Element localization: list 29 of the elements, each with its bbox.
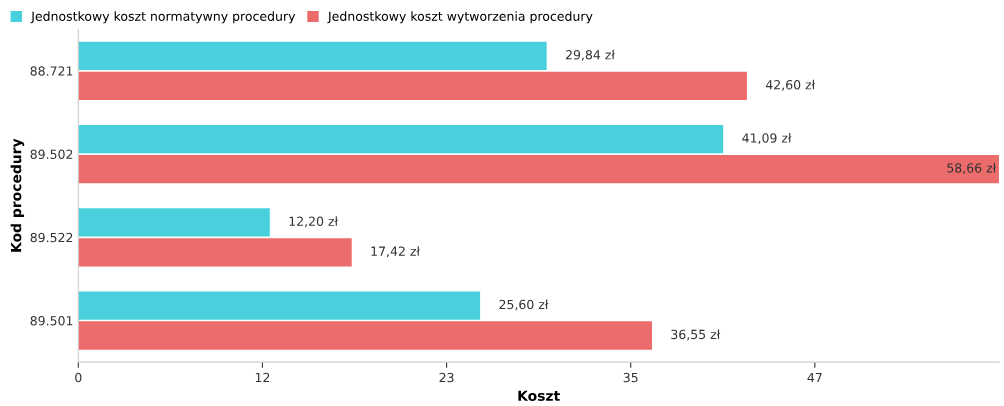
y-tick-label: 89.522	[30, 232, 73, 243]
legend-label: Jednostkowy koszt normatywny procedury	[30, 11, 296, 24]
x-tick-label: 47	[807, 372, 822, 383]
y-tick-label: 89.502	[30, 149, 73, 159]
x-tick-label: 23	[439, 372, 454, 383]
data-label: 12,20 zł	[289, 216, 339, 228]
data-label: 17,42 zł	[371, 246, 421, 258]
bar	[78, 321, 652, 350]
bar	[78, 154, 999, 184]
bar	[78, 71, 747, 100]
x-tick-label: 35	[623, 372, 638, 383]
x-tick-label: 12	[255, 372, 270, 383]
data-label: 41,09 zł	[742, 133, 792, 144]
x-axis-title: Koszt	[518, 390, 560, 401]
bar	[78, 238, 352, 267]
y-tick-label: 89.501	[30, 316, 73, 326]
data-label: 36,55 zł	[671, 329, 721, 341]
data-label: 29,84 zł	[565, 49, 615, 61]
bar	[78, 208, 270, 237]
bar	[78, 41, 547, 71]
data-label: 42,60 zł	[765, 79, 816, 91]
legend-label: Jednostkowy koszt wytworzenia procedury	[327, 11, 593, 24]
data-label: 25,60 zł	[499, 299, 549, 311]
bar	[78, 124, 724, 154]
bar	[78, 291, 481, 320]
y-axis-title: Kod procedury	[10, 138, 25, 252]
y-tick-label: 88.721	[30, 66, 73, 76]
data-label: 58,66 zł	[947, 163, 997, 174]
x-tick-label: 0	[75, 372, 82, 383]
